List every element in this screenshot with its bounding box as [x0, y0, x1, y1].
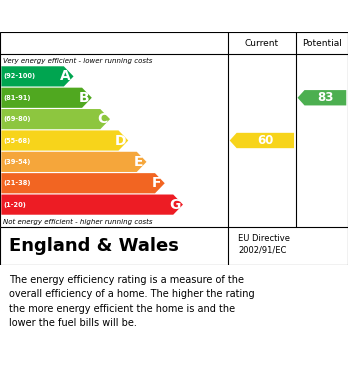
Text: Potential: Potential: [302, 38, 342, 47]
Text: EU Directive
2002/91/EC: EU Directive 2002/91/EC: [238, 234, 290, 255]
Text: F: F: [152, 176, 162, 190]
Polygon shape: [1, 109, 110, 129]
Text: A: A: [61, 69, 71, 83]
Polygon shape: [1, 173, 165, 193]
Polygon shape: [298, 90, 346, 106]
Text: D: D: [115, 133, 126, 147]
Text: B: B: [79, 91, 89, 105]
Text: England & Wales: England & Wales: [9, 237, 179, 255]
Polygon shape: [1, 66, 73, 86]
Text: (1-20): (1-20): [3, 202, 26, 208]
Text: C: C: [97, 112, 108, 126]
Text: Energy Efficiency Rating: Energy Efficiency Rating: [9, 9, 219, 23]
Text: (55-68): (55-68): [3, 138, 31, 143]
Text: E: E: [134, 155, 143, 169]
Text: (21-38): (21-38): [3, 180, 31, 186]
Polygon shape: [230, 133, 294, 148]
Polygon shape: [1, 88, 92, 108]
Text: (81-91): (81-91): [3, 95, 31, 101]
Polygon shape: [1, 194, 183, 215]
Text: 60: 60: [257, 134, 274, 147]
Text: (69-80): (69-80): [3, 116, 31, 122]
Text: (39-54): (39-54): [3, 159, 31, 165]
Text: Not energy efficient - higher running costs: Not energy efficient - higher running co…: [3, 219, 153, 225]
Text: 83: 83: [317, 91, 334, 104]
Text: The energy efficiency rating is a measure of the
overall efficiency of a home. T: The energy efficiency rating is a measur…: [9, 275, 254, 328]
Text: Very energy efficient - lower running costs: Very energy efficient - lower running co…: [3, 58, 153, 64]
Polygon shape: [1, 131, 128, 151]
Polygon shape: [1, 152, 147, 172]
Text: G: G: [169, 197, 181, 212]
Text: (92-100): (92-100): [3, 74, 35, 79]
Text: Current: Current: [245, 38, 279, 47]
